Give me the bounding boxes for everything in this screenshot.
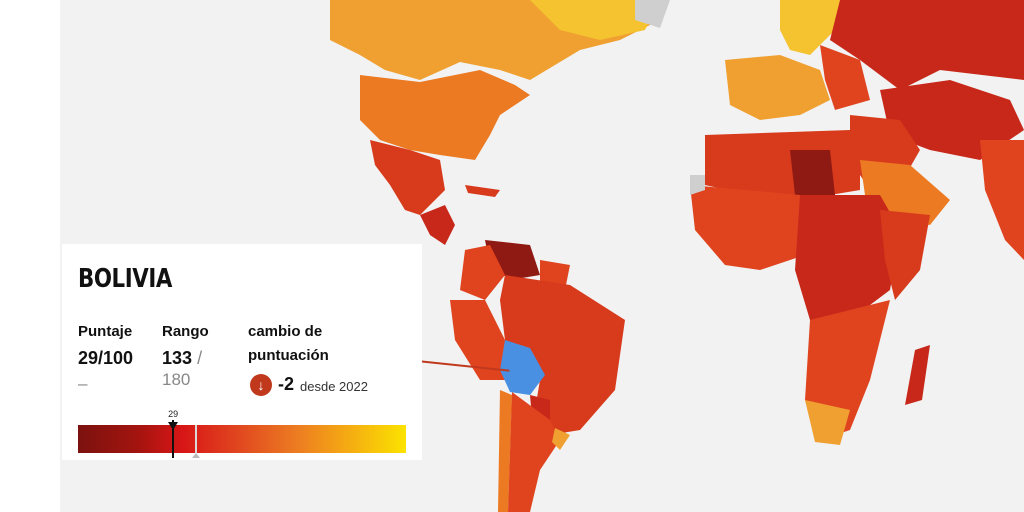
scale-average-tip <box>192 453 200 458</box>
change-since: desde 2022 <box>300 379 368 394</box>
country-south-africa[interactable] <box>805 400 850 445</box>
scale-marker-label: 29 <box>168 409 179 419</box>
rank-number: 133 <box>162 348 193 368</box>
country-central-america[interactable] <box>420 205 455 245</box>
country-chile[interactable] <box>498 390 512 512</box>
change-label: cambio de puntuación <box>248 320 329 368</box>
rank-total: 180 <box>162 370 191 389</box>
scale-average-marker <box>195 425 197 453</box>
country-eastern-europe[interactable] <box>820 45 870 110</box>
scale-marker-tip <box>168 422 179 430</box>
country-uruguay[interactable] <box>552 428 570 450</box>
change-label-line1: cambio de <box>248 323 323 340</box>
scale-marker <box>172 420 175 458</box>
country-madagascar[interactable] <box>905 345 930 405</box>
country-libya[interactable] <box>790 150 835 195</box>
rank-label: Rango <box>162 323 209 340</box>
country-svalbard[interactable] <box>635 0 670 28</box>
country-western-sahara[interactable] <box>690 175 705 195</box>
country-name: BOLIVIA <box>78 264 172 294</box>
country-info-card: BOLIVIA Puntaje 29/100 – Rango 133 / 180… <box>62 244 422 460</box>
country-argentina[interactable] <box>508 392 560 512</box>
country-scandinavia[interactable] <box>780 0 840 55</box>
change-value: -2 <box>278 374 295 394</box>
country-colombia[interactable] <box>460 245 505 300</box>
arrow-down-icon: ↓ <box>250 374 272 396</box>
country-central-africa[interactable] <box>795 195 900 320</box>
rank-separator: / <box>197 348 203 368</box>
country-usa[interactable] <box>360 70 530 160</box>
score-value: 29/100 <box>78 348 134 368</box>
country-russia[interactable] <box>830 0 1024 90</box>
country-greenland[interactable] <box>530 0 660 40</box>
score-sub: – <box>78 374 88 393</box>
country-west-africa[interactable] <box>690 185 805 270</box>
score-label: Puntaje <box>78 323 133 340</box>
country-india[interactable] <box>980 140 1024 260</box>
change-label-line2: puntuación <box>248 347 329 364</box>
country-brazil[interactable] <box>500 275 625 435</box>
country-western-europe[interactable] <box>725 55 830 120</box>
world-map-svg <box>330 0 1024 512</box>
score-scale-bar <box>78 425 406 453</box>
country-peru[interactable] <box>450 300 505 380</box>
country-mexico[interactable] <box>370 140 445 215</box>
country-bolivia[interactable] <box>500 340 545 395</box>
country-cuba[interactable] <box>465 185 500 197</box>
country-east-africa[interactable] <box>880 210 930 300</box>
rank-value: 133 / <box>162 348 202 369</box>
